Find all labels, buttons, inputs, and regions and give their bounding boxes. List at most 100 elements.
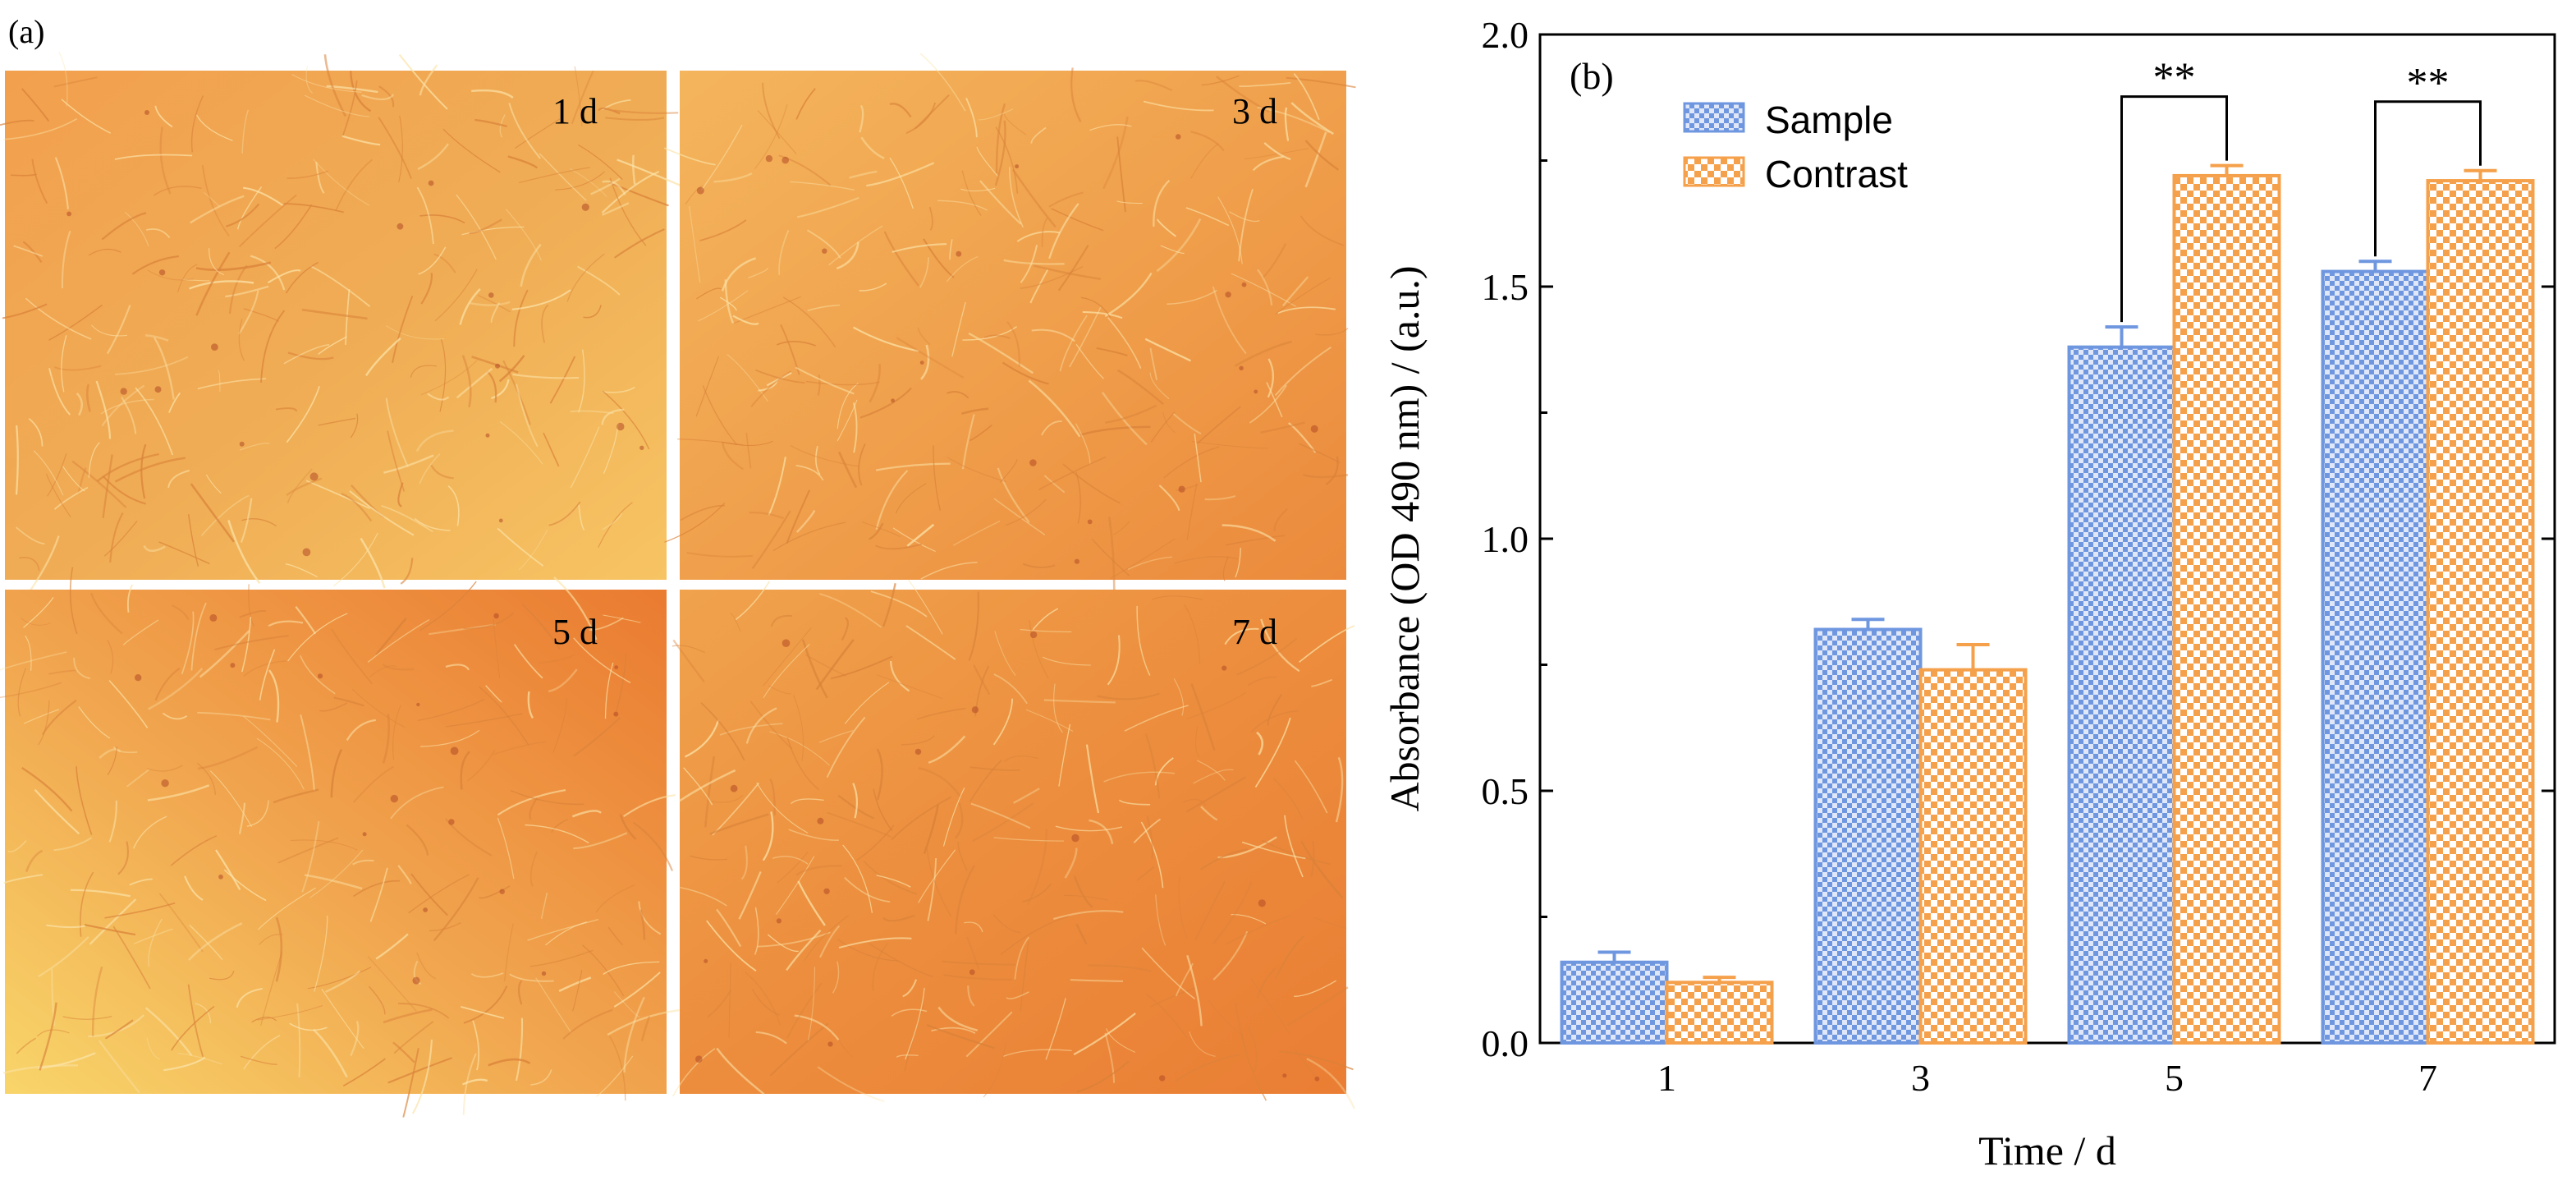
- cell-fiber: [1003, 259, 1065, 265]
- cell-fiber: [859, 282, 887, 292]
- cell-fiber: [238, 194, 297, 248]
- cell-fiber: [36, 1029, 70, 1037]
- cell-fiber: [605, 117, 665, 121]
- cell-nucleus: [969, 969, 975, 976]
- cell-nucleus: [822, 248, 827, 254]
- cell-fiber: [749, 700, 793, 750]
- cell-fiber: [730, 613, 741, 632]
- cell-fiber: [1107, 635, 1121, 686]
- cell-fiber: [889, 660, 910, 692]
- cell-fiber: [285, 563, 318, 578]
- cell-fiber: [869, 943, 933, 978]
- micrograph-5d-label: 5 d: [552, 612, 598, 652]
- cell-fiber: [558, 976, 592, 993]
- cell-fiber: [368, 985, 386, 1015]
- cell-nucleus: [730, 784, 738, 792]
- cell-fiber: [61, 99, 112, 134]
- cell-fiber: [131, 255, 180, 275]
- cell-fiber: [914, 94, 950, 130]
- cell-fiber: [515, 1017, 524, 1082]
- cell-fiber: [126, 769, 150, 788]
- cell-fiber: [993, 673, 1028, 705]
- cell-fiber: [1020, 265, 1084, 289]
- cell-fiber: [241, 109, 250, 154]
- cell-fiber: [529, 797, 539, 820]
- cell-fiber: [663, 147, 716, 166]
- cell-fiber: [873, 788, 893, 832]
- cell-fiber: [305, 480, 370, 510]
- cell-fiber: [632, 821, 674, 871]
- cell-fiber: [1240, 1032, 1267, 1101]
- cell-nucleus: [1241, 282, 1247, 287]
- cell-fiber: [553, 576, 598, 641]
- cell-fiber: [751, 510, 791, 570]
- cell-fiber: [1204, 495, 1236, 501]
- cell-fiber: [1260, 618, 1300, 673]
- cell-fiber: [153, 186, 202, 196]
- cell-fiber: [1190, 683, 1216, 751]
- cell-fiber: [543, 432, 560, 467]
- cell-nucleus: [639, 445, 644, 450]
- cell-fiber: [978, 108, 1014, 121]
- cell-fiber: [148, 668, 204, 710]
- cell-fiber: [508, 103, 541, 159]
- cell-fiber: [286, 170, 329, 179]
- significance-stars: **: [2407, 60, 2450, 107]
- cell-fiber: [433, 877, 479, 942]
- cell-nucleus: [827, 1041, 833, 1047]
- cell-fiber: [603, 961, 660, 975]
- cell-fiber: [815, 639, 855, 691]
- cell-fiber: [1091, 538, 1130, 576]
- cell-fiber: [664, 503, 726, 543]
- cell-fiber: [1277, 306, 1336, 315]
- cell-fiber: [754, 907, 759, 955]
- cell-fiber: [291, 74, 362, 93]
- cell-fiber: [512, 373, 580, 379]
- cell-fiber: [53, 486, 89, 510]
- cell-fiber: [518, 167, 590, 184]
- cell-fiber: [497, 527, 544, 567]
- cell-nucleus: [448, 819, 455, 825]
- cell-fiber: [838, 1039, 854, 1058]
- cell-fiber: [309, 849, 364, 898]
- cell-fiber: [104, 902, 176, 919]
- cell-nucleus: [120, 388, 127, 395]
- cell-fiber: [1160, 245, 1185, 255]
- cell-fiber: [919, 53, 966, 112]
- cell-fiber: [274, 204, 313, 250]
- cell-fiber: [883, 231, 919, 287]
- cell-fiber: [1306, 1058, 1356, 1109]
- cell-fiber: [968, 591, 979, 661]
- cell-fiber: [238, 290, 259, 335]
- cell-fiber: [1020, 245, 1038, 283]
- cell-fiber: [497, 817, 515, 880]
- cell-fiber: [268, 620, 304, 627]
- cell-fiber: [804, 915, 849, 962]
- cell-fiber: [1020, 940, 1029, 1012]
- cell-fiber: [1104, 1032, 1115, 1083]
- cell-fiber: [498, 355, 525, 383]
- cell-fiber: [190, 195, 245, 224]
- cell-fiber: [467, 750, 496, 782]
- cell-fiber: [1053, 683, 1063, 733]
- micrograph-1d-image: [5, 71, 667, 580]
- cell-fiber: [69, 567, 78, 635]
- cell-fiber: [470, 972, 504, 978]
- cell-fiber: [1070, 67, 1082, 122]
- cell-fiber: [724, 279, 735, 324]
- cell-fiber: [1310, 841, 1315, 877]
- cell-fiber: [2, 1064, 78, 1074]
- cell-nucleus: [776, 918, 782, 924]
- cell-fiber: [1038, 456, 1107, 491]
- cell-fiber: [101, 384, 145, 427]
- cell-fiber: [259, 649, 276, 700]
- cell-fiber: [350, 71, 372, 113]
- cell-fiber: [1149, 347, 1158, 381]
- cell-fiber: [135, 387, 174, 456]
- cell-fiber: [928, 206, 933, 231]
- cell-fiber: [318, 417, 356, 426]
- cell-fiber: [218, 370, 221, 392]
- cell-fiber: [1156, 218, 1202, 273]
- cell-fiber: [602, 386, 635, 393]
- cell-fiber: [34, 788, 80, 835]
